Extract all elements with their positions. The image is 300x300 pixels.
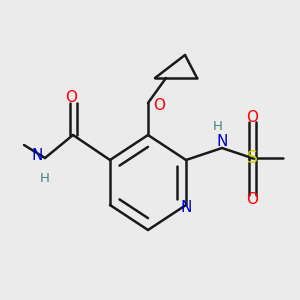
- Text: H: H: [213, 119, 223, 133]
- Text: S: S: [247, 149, 257, 167]
- Text: N: N: [31, 148, 43, 164]
- Text: N: N: [180, 200, 192, 214]
- Text: O: O: [153, 98, 165, 112]
- Text: O: O: [65, 91, 77, 106]
- Text: O: O: [246, 193, 258, 208]
- Text: O: O: [246, 110, 258, 124]
- Text: N: N: [216, 134, 228, 149]
- Text: H: H: [40, 172, 50, 184]
